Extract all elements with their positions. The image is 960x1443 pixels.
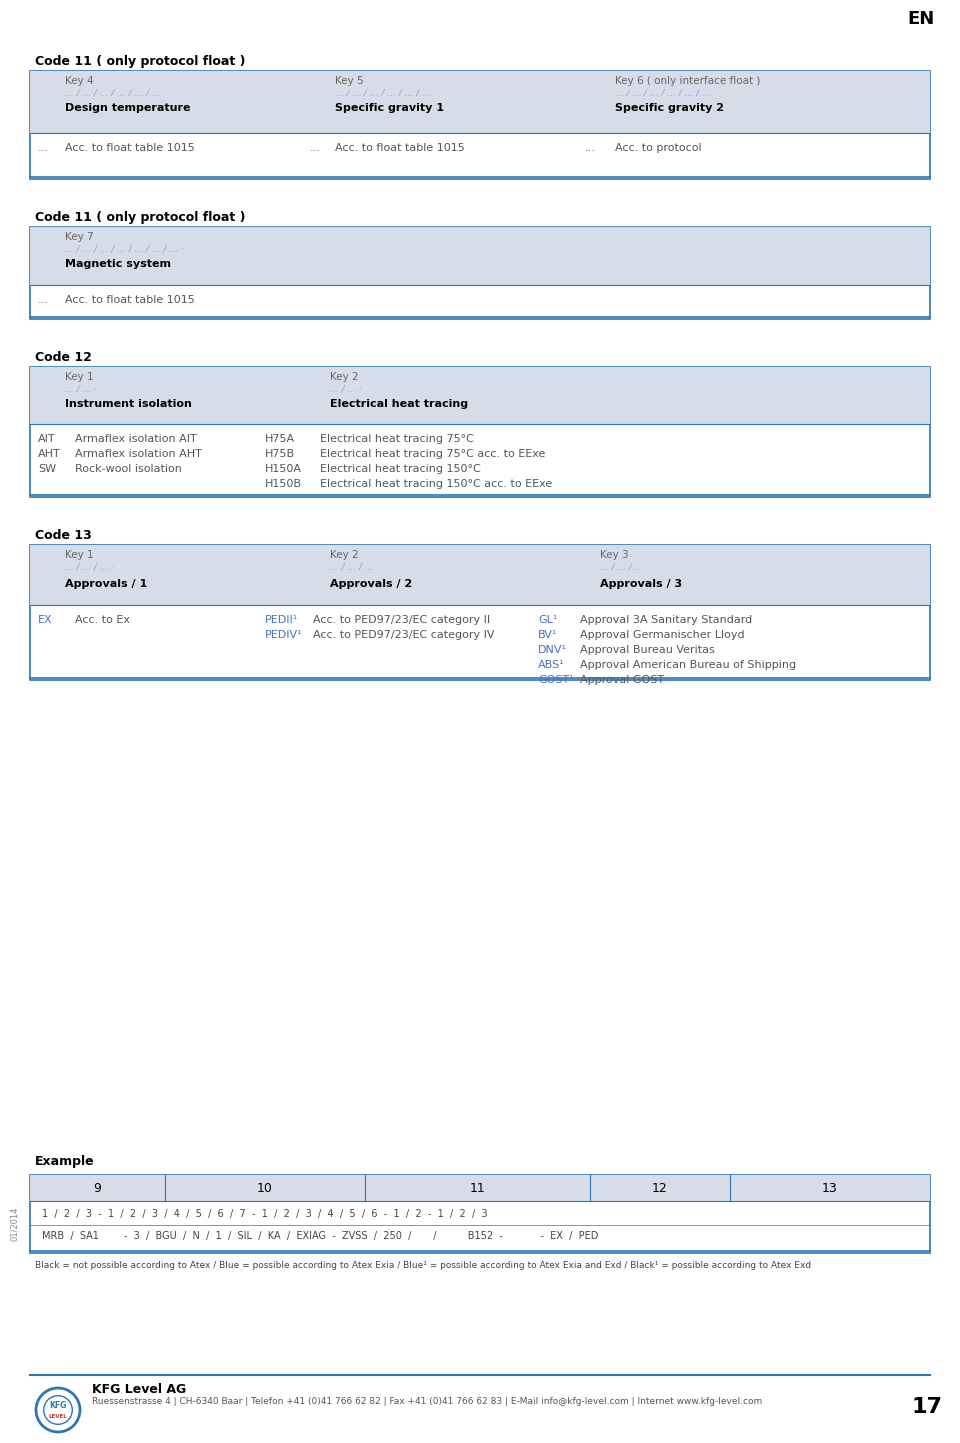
Bar (30, 545, 930, 605)
Text: ... / ... / ... / ... / ... / ... / ... ·: ... / ... / ... / ... / ... / ... / ... … (65, 244, 183, 253)
Bar (30, 71, 930, 179)
Text: Electrical heat tracing 150°C acc. to EExe: Electrical heat tracing 150°C acc. to EE… (320, 479, 552, 489)
Text: Key 2: Key 2 (330, 550, 359, 560)
Text: Approvals / 3: Approvals / 3 (600, 579, 683, 589)
Bar (30, 227, 930, 319)
Text: Approval American Bureau of Shipping: Approval American Bureau of Shipping (580, 659, 796, 670)
Text: Magnetic system: Magnetic system (65, 258, 171, 268)
Text: KFG: KFG (49, 1401, 66, 1410)
Text: Approval Germanischer Lloyd: Approval Germanischer Lloyd (580, 631, 745, 641)
Text: ... / ... / ... ·: ... / ... / ... · (65, 561, 114, 571)
Text: Electrical heat tracing: Electrical heat tracing (330, 400, 468, 408)
Bar (30, 71, 930, 133)
Text: ... / ... ·: ... / ... · (330, 384, 362, 392)
Text: Code 13: Code 13 (35, 530, 92, 543)
Bar (30, 367, 930, 424)
Text: Code 11 ( only protocol float ): Code 11 ( only protocol float ) (35, 55, 246, 68)
Bar (30, 1175, 930, 1201)
Text: Armaflex isolation AHT: Armaflex isolation AHT (75, 449, 202, 459)
Text: H150A: H150A (265, 465, 302, 473)
Text: 01/2014: 01/2014 (10, 1206, 18, 1241)
Text: Key 7: Key 7 (65, 232, 94, 242)
Text: Code 12: Code 12 (35, 351, 92, 364)
Text: H75B: H75B (265, 449, 295, 459)
Text: Key 2: Key 2 (330, 372, 359, 382)
Text: Approval Bureau Veritas: Approval Bureau Veritas (580, 645, 715, 655)
Text: Electrical heat tracing 75°C: Electrical heat tracing 75°C (320, 434, 474, 444)
Text: PEDII¹: PEDII¹ (265, 615, 299, 625)
Text: 1  /  2  /  3  -  1  /  2  /  3  /  4  /  5  /  6  /  7  -  1  /  2  /  3  /  4 : 1 / 2 / 3 - 1 / 2 / 3 / 4 / 5 / 6 / 7 - … (42, 1209, 488, 1219)
Text: Acc. to protocol: Acc. to protocol (615, 143, 702, 153)
Text: Specific gravity 2: Specific gravity 2 (615, 102, 724, 113)
Bar (30, 367, 930, 496)
Text: DNV¹: DNV¹ (538, 645, 567, 655)
Text: AHT: AHT (38, 449, 60, 459)
Bar (30, 545, 930, 680)
Text: ... / ... / ... ·: ... / ... / ... · (330, 561, 379, 571)
Text: GOST¹: GOST¹ (538, 675, 574, 685)
Text: 11: 11 (469, 1182, 486, 1195)
Text: Example: Example (35, 1154, 95, 1167)
Text: Black = not possible according to Atex / Blue = possible according to Atex Exia : Black = not possible according to Atex /… (35, 1261, 811, 1270)
Text: Approval 3A Sanitary Standard: Approval 3A Sanitary Standard (580, 615, 753, 625)
Text: ...: ... (310, 143, 321, 153)
Text: AIT: AIT (38, 434, 56, 444)
Text: Key 3: Key 3 (600, 550, 629, 560)
Text: ... / ... ·: ... / ... · (65, 384, 97, 392)
Text: Approvals / 1: Approvals / 1 (65, 579, 147, 589)
Text: BV¹: BV¹ (538, 631, 558, 641)
Text: Acc. to float table 1015: Acc. to float table 1015 (335, 143, 465, 153)
Text: H150B: H150B (265, 479, 302, 489)
Text: Key 4: Key 4 (65, 76, 94, 87)
Text: KFG Level AG: KFG Level AG (92, 1382, 186, 1395)
Text: Key 5: Key 5 (335, 76, 364, 87)
Text: ...: ... (585, 143, 596, 153)
Text: LEVEL: LEVEL (49, 1414, 67, 1420)
Text: ... / ... / ... / ... / ... / ... ·: ... / ... / ... / ... / ... / ... · (615, 88, 716, 97)
Text: Specific gravity 1: Specific gravity 1 (335, 102, 444, 113)
Text: Armaflex isolation AIT: Armaflex isolation AIT (75, 434, 197, 444)
Text: SW: SW (38, 465, 56, 473)
Text: Code 11 ( only protocol float ): Code 11 ( only protocol float ) (35, 211, 246, 224)
Bar (30, 227, 930, 286)
Text: Electrical heat tracing 150°C: Electrical heat tracing 150°C (320, 465, 481, 473)
Text: Acc. to Ex: Acc. to Ex (75, 615, 130, 625)
Text: Acc. to PED97/23/EC category II: Acc. to PED97/23/EC category II (313, 615, 491, 625)
Text: Acc. to float table 1015: Acc. to float table 1015 (65, 294, 195, 304)
Text: Acc. to PED97/23/EC category IV: Acc. to PED97/23/EC category IV (313, 631, 494, 641)
Text: EN: EN (908, 10, 935, 27)
Text: PEDIV¹: PEDIV¹ (265, 631, 302, 641)
Text: Instrument isolation: Instrument isolation (65, 400, 192, 408)
Text: MRB  /  SA1        -  3  /  BGU  /  N  /  1  /  SIL  /  KA  /  EXIAG  -  ZVSS  /: MRB / SA1 - 3 / BGU / N / 1 / SIL / KA /… (42, 1231, 598, 1241)
Text: ...: ... (38, 143, 49, 153)
Text: Acc. to float table 1015: Acc. to float table 1015 (65, 143, 195, 153)
Text: EX: EX (38, 615, 53, 625)
Text: Key 1: Key 1 (65, 550, 94, 560)
Text: 10: 10 (257, 1182, 273, 1195)
Text: Key 1: Key 1 (65, 372, 94, 382)
Text: ... / ... / ... / ... / ... / ... ·: ... / ... / ... / ... / ... / ... · (65, 88, 166, 97)
Text: Electrical heat tracing 75°C acc. to EExe: Electrical heat tracing 75°C acc. to EEx… (320, 449, 545, 459)
Text: 9: 9 (93, 1182, 102, 1195)
Text: 12: 12 (652, 1182, 668, 1195)
Text: Rock-wool isolation: Rock-wool isolation (75, 465, 181, 473)
Text: Approvals / 2: Approvals / 2 (330, 579, 412, 589)
Text: 17: 17 (911, 1397, 942, 1417)
Text: ABS¹: ABS¹ (538, 659, 564, 670)
Bar (30, 1175, 930, 1253)
Text: GL¹: GL¹ (538, 615, 558, 625)
Text: Key 6 ( only interface float ): Key 6 ( only interface float ) (615, 76, 760, 87)
Text: Approval GOST: Approval GOST (580, 675, 664, 685)
Text: Ruessenstrasse 4 | CH-6340 Baar | Telefon +41 (0)41 766 62 82 | Fax +41 (0)41 76: Ruessenstrasse 4 | CH-6340 Baar | Telefo… (92, 1397, 762, 1405)
Text: ... / ... / ... / ... / ... / ... ·: ... / ... / ... / ... / ... / ... · (335, 88, 436, 97)
Text: Design temperature: Design temperature (65, 102, 190, 113)
Text: ...: ... (38, 294, 49, 304)
Text: H75A: H75A (265, 434, 295, 444)
Text: ... / ... / ... ·: ... / ... / ... · (600, 561, 649, 571)
Text: 13: 13 (822, 1182, 838, 1195)
